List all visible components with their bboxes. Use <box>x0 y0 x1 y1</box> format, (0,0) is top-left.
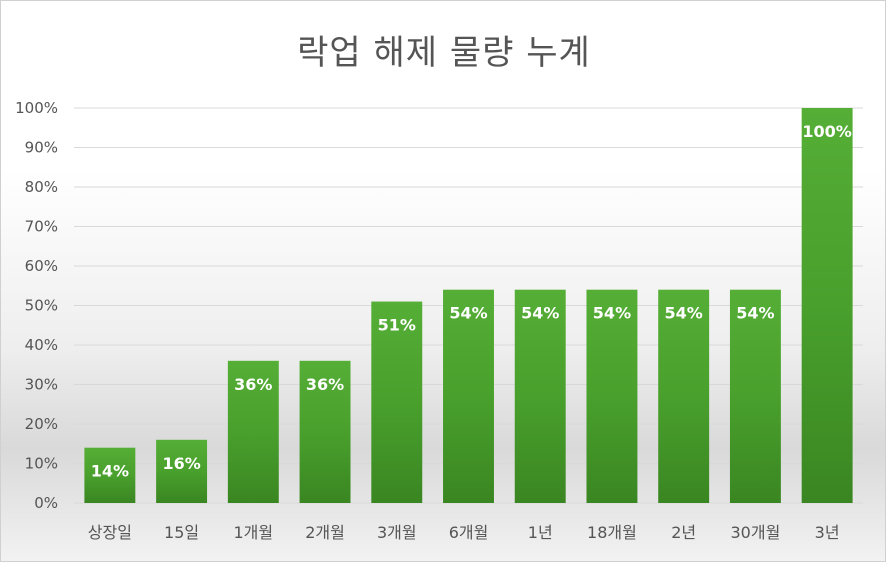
bar <box>84 447 136 503</box>
x-tick-label: 3년 <box>815 523 840 542</box>
y-tick-label: 30% <box>25 376 58 394</box>
y-tick-label: 90% <box>25 139 58 157</box>
bar <box>299 360 351 503</box>
bar <box>801 108 853 503</box>
y-tick-label: 80% <box>25 178 58 196</box>
bars <box>84 108 853 503</box>
x-tick-label: 1년 <box>528 523 553 542</box>
data-label: 54% <box>521 304 559 323</box>
y-tick-label: 50% <box>25 297 58 315</box>
x-tick-label: 2년 <box>671 523 696 542</box>
data-label: 54% <box>736 304 774 323</box>
bar <box>371 301 423 503</box>
y-tick-label: 100% <box>15 99 58 117</box>
bar <box>586 289 638 503</box>
y-tick-label: 70% <box>25 218 58 236</box>
bar <box>156 439 208 503</box>
y-tick-label: 60% <box>25 257 58 275</box>
bar <box>443 289 494 503</box>
x-tick-label: 1개월 <box>234 523 274 542</box>
x-tick-label: 2개월 <box>305 523 345 542</box>
y-tick-label: 20% <box>25 415 58 433</box>
data-label: 16% <box>162 454 200 473</box>
x-axis-ticks: 상장일 15일 1개월 2개월 3개월 6개월 1년 18개월 2년 30개월 3년 <box>88 523 840 542</box>
y-tick-label: 10% <box>25 455 58 473</box>
bar <box>658 289 710 503</box>
x-tick-label: 15일 <box>164 523 199 542</box>
y-tick-label: 0% <box>34 494 58 512</box>
x-tick-label: 6개월 <box>449 523 489 542</box>
chart-title: 락업 해제 물량 누계 <box>297 33 591 73</box>
data-label: 14% <box>91 462 129 481</box>
data-label: 54% <box>449 304 487 323</box>
data-labels: 14% 16% 36% 36% 51% 54% 54% 54% 54% 54% 100% <box>91 122 852 481</box>
bar <box>227 360 279 503</box>
y-tick-label: 40% <box>25 336 58 354</box>
data-label: 36% <box>306 375 344 394</box>
data-label: 36% <box>234 375 272 394</box>
bar <box>729 289 781 503</box>
x-tick-label: 30개월 <box>731 523 781 542</box>
data-label: 54% <box>665 304 703 323</box>
x-tick-label: 상장일 <box>88 523 132 542</box>
y-axis-ticks: 0% 10% 20% 30% 40% 50% 60% 70% 80% 90% 100% <box>15 99 58 512</box>
x-tick-label: 3개월 <box>377 523 417 542</box>
data-label: 100% <box>802 122 851 141</box>
data-label: 54% <box>593 304 631 323</box>
data-label: 51% <box>378 316 416 335</box>
x-tick-label: 18개월 <box>587 523 637 542</box>
bar <box>514 289 566 503</box>
